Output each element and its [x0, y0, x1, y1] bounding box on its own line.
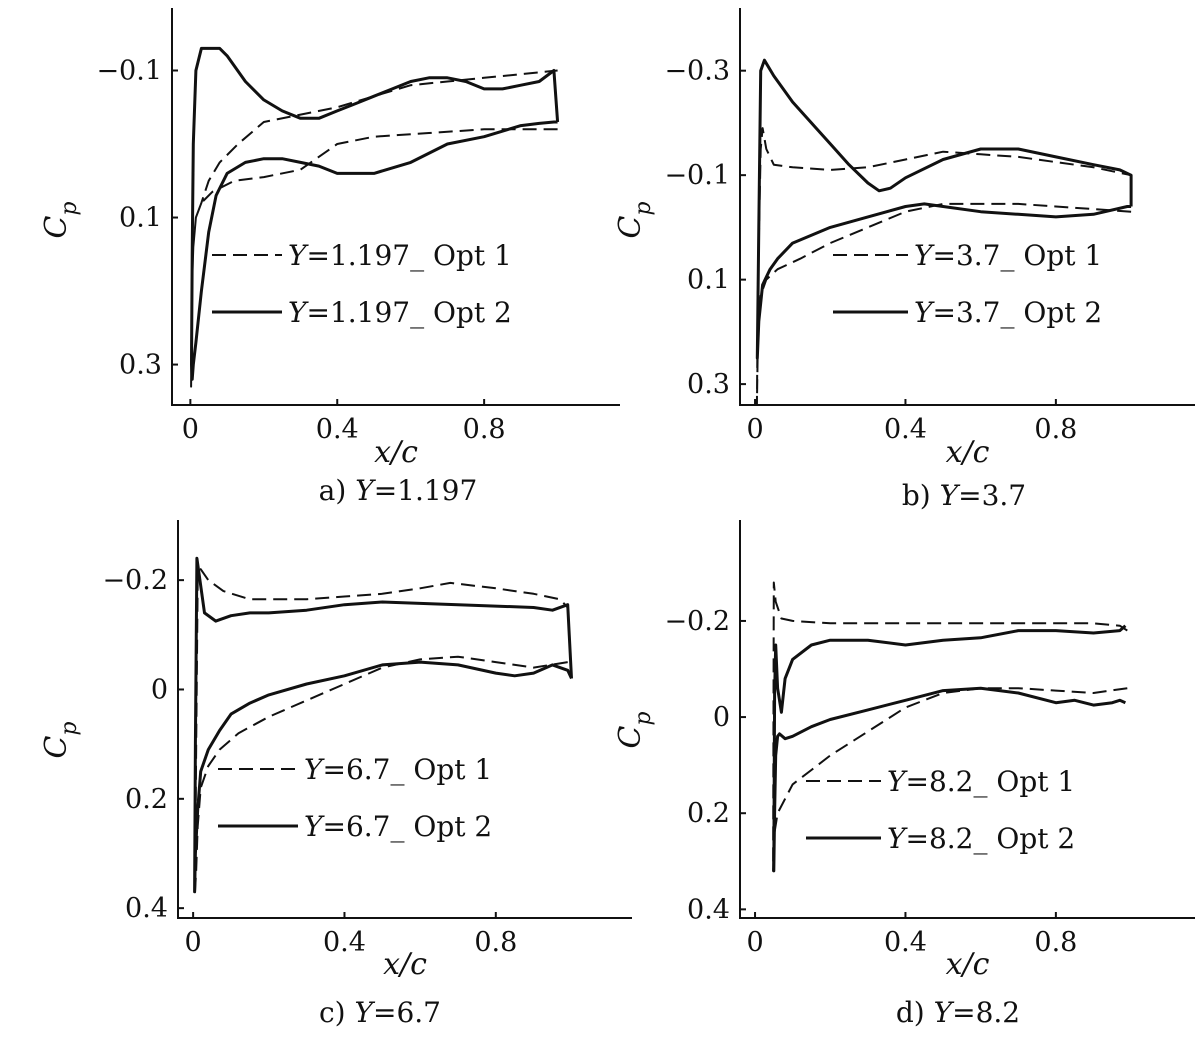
- axes: [739, 8, 1195, 406]
- y-tick-label: 0: [713, 702, 730, 733]
- x-tick-label: 0.4: [316, 414, 359, 445]
- x-tick-label: 0.8: [463, 414, 506, 445]
- series-line: [755, 58, 1133, 360]
- y-tick-label: 0.1: [119, 203, 162, 234]
- y-tick-label: 0.1: [687, 265, 730, 296]
- chart-panel-3: 0 0.4 0.8 −0.2 0 0.2 0.4 Y=6.7_ Opt 1 Y=6.7_ Opt…: [39, 520, 632, 1029]
- y-tick-label: 0.4: [125, 893, 168, 924]
- y-axis-label: Cp: [39, 201, 82, 238]
- panel-caption: b) Y=3.7: [902, 479, 1026, 512]
- series-line: [190, 69, 558, 388]
- chart-panel-2: 0 0.4 0.8 −0.3 −0.1 0.1 0.3 Y=3.7_ Opt 1 Y=3.7_ …: [613, 8, 1195, 512]
- y-tick-label: −0.1: [664, 160, 730, 191]
- x-axis-label: x/c: [374, 435, 418, 470]
- axes: [739, 520, 1195, 919]
- y-tick-label: −0.2: [664, 606, 730, 637]
- series-line: [193, 556, 573, 894]
- axes: [171, 8, 620, 406]
- legend-label: Y=3.7_ Opt 2: [914, 296, 1102, 329]
- x-axis-label: x/c: [383, 947, 427, 982]
- y-tick-label: 0: [151, 674, 168, 705]
- y-tick-label: −0.1: [96, 55, 162, 86]
- y-axis-label: Cp: [613, 711, 656, 748]
- legend-label: Y=1.197_ Opt 1: [288, 239, 512, 272]
- panel-caption: a) Y=1.197: [319, 474, 478, 507]
- y-tick-label: 0.2: [125, 784, 168, 815]
- chart-panel-1: 0 0.4 0.8 −0.1 0.1 0.3 Y=1.197_ Opt 1 Y=1.197_ …: [39, 8, 620, 507]
- y-tick-label: 0.3: [687, 369, 730, 400]
- x-axis-label: x/c: [946, 435, 990, 470]
- x-tick-label: 0.4: [884, 927, 927, 958]
- panel-caption: c) Y=6.7: [319, 996, 441, 1029]
- legend-label: Y=8.2_ Opt 2: [887, 822, 1075, 855]
- x-tick-label: 0: [746, 927, 763, 958]
- x-tick-label: 0: [185, 927, 202, 958]
- legend-label: Y=8.2_ Opt 1: [887, 765, 1075, 798]
- y-tick-label: −0.3: [664, 56, 730, 87]
- y-axis-label: Cp: [39, 721, 82, 758]
- legend-label: Y=6.7_ Opt 2: [304, 810, 492, 843]
- x-tick-label: 0.4: [323, 927, 366, 958]
- axes: [177, 520, 632, 919]
- y-tick-label: 0.2: [687, 798, 730, 829]
- series-line: [190, 46, 560, 381]
- y-tick-label: −0.2: [102, 565, 168, 596]
- y-axis-label: Cp: [613, 201, 656, 238]
- legend-label: Y=3.7_ Opt 1: [914, 239, 1102, 272]
- series-line: [772, 624, 1127, 873]
- panel-caption: d) Y=8.2: [896, 996, 1020, 1029]
- series-line: [194, 568, 569, 893]
- legend-label: Y=6.7_ Opt 1: [304, 753, 492, 786]
- chart-panel-4: 0 0.4 0.8 −0.2 0 0.2 0.4 Y=8.2_ Opt 1 Y=8.2_ Opt…: [613, 520, 1195, 1029]
- x-tick-label: 0.8: [1034, 414, 1077, 445]
- y-tick-label: 0.3: [119, 350, 162, 381]
- x-tick-label: 0.4: [884, 414, 927, 445]
- x-tick-label: 0: [182, 414, 199, 445]
- x-tick-label: 0: [746, 414, 763, 445]
- legend-label: Y=1.197_ Opt 2: [288, 296, 512, 329]
- y-tick-label: 0.4: [687, 894, 730, 925]
- x-axis-label: x/c: [946, 947, 990, 982]
- x-tick-label: 0.8: [1034, 927, 1077, 958]
- x-tick-label: 0.8: [474, 927, 517, 958]
